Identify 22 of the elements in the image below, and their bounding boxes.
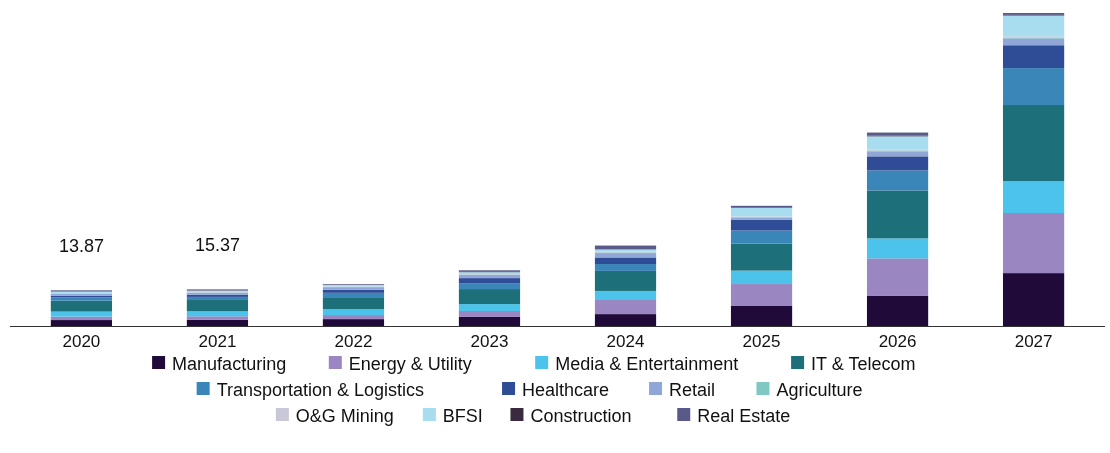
legend-label: Real Estate	[697, 406, 791, 426]
legend-label: O&G Mining	[295, 406, 394, 426]
legend-label: Energy & Utility	[348, 354, 472, 374]
legend-label: Manufacturing	[172, 354, 287, 374]
annotation: 13.87	[58, 236, 104, 257]
x-tick-label: 2023	[470, 332, 509, 351]
x-tick-label: 2021	[198, 332, 237, 351]
x-tick-label: 2024	[606, 332, 645, 351]
legend-label: IT & Telecom	[811, 354, 916, 374]
legend-label: Media & Entertainment	[555, 354, 739, 374]
legend-label: Retail	[669, 380, 716, 400]
legend-label: Transportation & Logistics	[216, 380, 425, 400]
x-tick-label: 2026	[878, 332, 917, 351]
x-tick-label: 2025	[742, 332, 781, 351]
annotation: 15.37	[194, 235, 240, 256]
x-tick-label: 2020	[62, 332, 101, 351]
legend-label: Healthcare	[522, 380, 610, 400]
legend-label: Construction	[530, 406, 632, 426]
legend-label: Agriculture	[776, 380, 863, 400]
legend-label: BFSI	[442, 406, 483, 426]
x-tick-label: 2027	[1014, 332, 1053, 351]
x-tick-label: 2022	[334, 332, 373, 351]
